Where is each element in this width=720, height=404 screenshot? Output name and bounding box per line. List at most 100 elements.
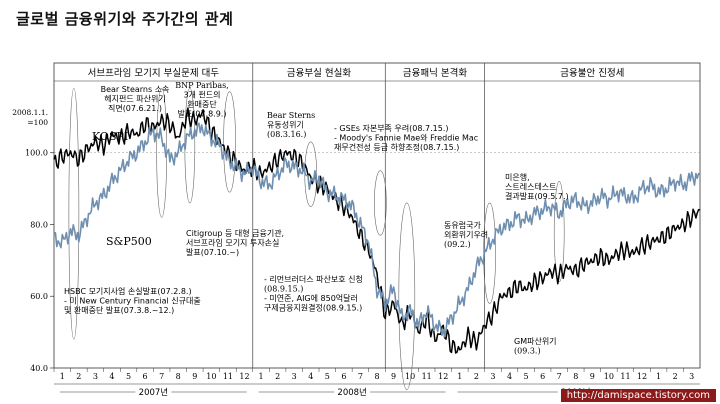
x-tick-label: 2 [275, 372, 280, 381]
annotation-bear-stearns-2008: Bear Sterns [267, 111, 315, 120]
x-tick-label: 7 [557, 372, 562, 381]
event-highlight [398, 202, 416, 390]
x-tick-label: 9 [192, 372, 197, 381]
annotation-bear-stearns-2007: 직면(07.6.21.) [108, 103, 162, 113]
annotation-lehman: - 리먼브러더스 파산보호 신청 [264, 274, 363, 284]
x-tick-label: 4 [109, 372, 114, 381]
x-tick-label: 6 [143, 372, 148, 381]
year-label: 2007년 [139, 387, 168, 398]
x-tick-label: 11 [422, 372, 432, 381]
x-tick-label: 1 [457, 372, 462, 381]
x-tick-label: 8 [573, 372, 578, 381]
y-tick-label: 40.0 [30, 364, 48, 373]
annotation-gse: 재무건전성 등급 하향조정(08.7.15.) [334, 142, 459, 152]
x-tick-label: 9 [391, 372, 396, 381]
x-tick-label: 2 [673, 372, 678, 381]
annotation-gse: - Moody's Fannie Mae와 Freddie Mac [334, 133, 478, 143]
annotation-bnp-paribas: 발표(07.8.9.) [178, 109, 227, 119]
annotation-bear-stearns-2008: (08.3.16.) [267, 130, 306, 139]
period-bands: 서브프라임 모기지 부실문제 대두 금융부실 현실화 금융패닉 본격화 금융불안 진정… [88, 63, 624, 368]
x-tick-label: 5 [126, 372, 131, 381]
x-tick-label: 7 [358, 372, 363, 381]
x-tick-label: 6 [341, 372, 346, 381]
x-tick-label: 3 [292, 372, 297, 381]
period-label: 금융패닉 본격화 [403, 67, 467, 79]
chart-frame [53, 62, 701, 369]
annotation-bear-stearns-2007: 헤지펀드 파산위기 [104, 94, 165, 104]
annotation-gse: - GSEs 자본부족 우려(08.7.15.) [334, 123, 449, 133]
annotation-citigroup: 발표(07.10.~) [186, 247, 239, 257]
x-tick-label: 8 [176, 372, 181, 381]
annotation-eastern-europe: 외환위기우려 [444, 230, 488, 240]
annotation-bnp-paribas: 환매중단 [187, 99, 217, 109]
y-tick-label: 100.0 [25, 149, 48, 158]
event-highlights [68, 87, 565, 390]
annotations: HSBC 모기지사업 손실발표(07.2.8.)- 미 New Century … [64, 81, 569, 356]
x-tick-label: 7 [159, 372, 164, 381]
annotation-bnp-paribas: 3개 펀드의 [183, 90, 220, 100]
x-tick-label: 1 [60, 372, 65, 381]
annotation-eastern-europe: (09.2.) [444, 240, 471, 249]
x-tick-label: 10 [604, 372, 614, 381]
annotation-stress-test: 결과발표(09.5.7.) [505, 191, 569, 201]
series-line-sp500 [53, 122, 701, 338]
annotation-stress-test: 미은행, [505, 172, 530, 182]
annotation-hsbc: HSBC 모기지사업 손실발표(07.2.8.) [64, 286, 192, 296]
series-line-kospi [53, 107, 701, 354]
x-tick-label: 12 [637, 372, 647, 381]
x-tick-label: 11 [223, 372, 233, 381]
period-label: 서브프라임 모기지 부실문제 대두 [88, 67, 220, 79]
annotation-eastern-europe: 동유럽국가 [444, 221, 481, 230]
y-tick-label: 80.0 [30, 220, 48, 229]
series-layer [53, 107, 701, 354]
annotation-stress-test: 스트레스테스트 [505, 183, 557, 192]
y-tick-label: 60.0 [30, 292, 48, 301]
x-tick-label: 10 [206, 372, 216, 381]
annotation-hsbc: - 미 New Century Financial 신규대출 [64, 296, 201, 306]
x-tick-label: 1 [259, 372, 264, 381]
event-highlight [553, 181, 565, 283]
x-tick-label: 3 [93, 372, 98, 381]
annotation-lehman: - 미연준, AIG에 850억달러 [264, 293, 358, 303]
x-tick-label: 1 [656, 372, 661, 381]
annotation-lehman: (08.9.15.) [264, 285, 303, 294]
x-tick-label: 12 [438, 372, 448, 381]
event-highlight [223, 91, 236, 193]
annotation-citigroup: Citigroup 등 대형 금융기관, [186, 228, 284, 238]
annotation-bear-stearns-2007: Bear Stearns 소속 [101, 85, 170, 94]
event-highlight [68, 87, 80, 340]
x-tick-label: 8 [374, 372, 379, 381]
series-labels: KOSPI S&P500 [92, 130, 152, 248]
x-tick-label: 10 [405, 372, 415, 381]
annotation-citigroup: 서브프라임 모기지 투자손실 [186, 238, 279, 248]
x-tick-label: 5 [325, 372, 330, 381]
annotation-bear-stearns-2008: 유동성위기 [267, 121, 304, 130]
annotation-gm: GM파산위기 [514, 336, 557, 346]
event-highlight [483, 202, 496, 304]
x-tick-label: 9 [590, 372, 595, 381]
plot-border [53, 62, 701, 369]
x-tick-label: 3 [490, 372, 495, 381]
x-tick-label: 4 [308, 372, 313, 381]
x-tick-label: 12 [239, 372, 249, 381]
base-label: =100 [27, 118, 48, 127]
x-tick-label: 2 [474, 372, 479, 381]
annotation-bnp-paribas: BNP Paribas, [175, 81, 229, 90]
page-title: 글로벌 금융위기와 주가간의 관계 [16, 10, 234, 28]
y-axis: 40.0 60.0 80.0 100.0 2008.1.1.=100 [12, 108, 700, 373]
x-tick-label: 11 [620, 372, 630, 381]
event-highlight [374, 170, 387, 236]
period-label: 금융불안 진정세 [560, 68, 624, 79]
x-tick-label: 6 [540, 372, 545, 381]
period-label: 금융부실 현실화 [287, 68, 351, 79]
watermark: http://damispace.tistory.com [560, 389, 716, 402]
year-label: 2008년 [337, 387, 366, 398]
base-label: 2008.1.1. [12, 108, 48, 117]
annotation-gm: (09.3.) [514, 347, 541, 356]
annotation-hsbc: 및 환매중단 발표(07.3.8.~12.) [64, 305, 174, 315]
x-tick-label: 3 [689, 372, 694, 381]
series-label-kospi: KOSPI [92, 130, 128, 143]
x-tick-label: 2 [76, 372, 81, 381]
annotation-lehman: 구제금융지원결정(08.9.15.) [264, 303, 362, 313]
